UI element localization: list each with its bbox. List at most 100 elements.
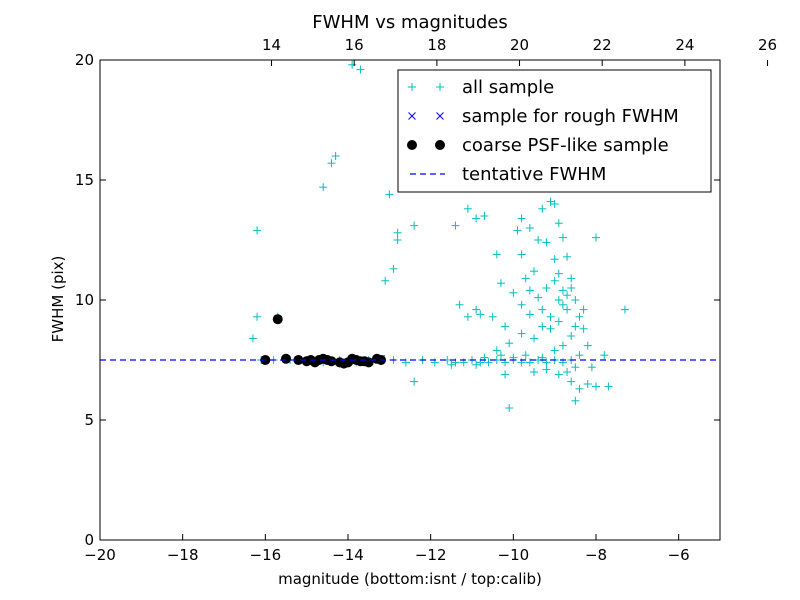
data-point	[356, 65, 365, 74]
data-point	[538, 322, 547, 331]
data-point	[476, 310, 485, 319]
data-point	[563, 368, 572, 376]
data-point	[600, 351, 609, 360]
x-tick-label: −10	[498, 546, 530, 564]
data-point	[534, 236, 543, 244]
data-point	[530, 267, 538, 276]
data-point	[326, 356, 337, 367]
data-point	[583, 380, 592, 388]
data-point	[253, 312, 262, 321]
data-point	[488, 312, 497, 321]
top-tick-label: 14	[262, 36, 281, 54]
legend-swatch	[436, 112, 444, 120]
data-point	[546, 324, 555, 333]
x-tick-label: −6	[668, 546, 690, 564]
top-tick-label: 26	[758, 36, 777, 54]
data-point	[248, 334, 257, 343]
data-point	[525, 310, 534, 319]
plot-area	[100, 60, 720, 412]
data-point	[583, 341, 592, 350]
data-point	[554, 317, 563, 326]
data-point	[484, 358, 493, 367]
top-tick-label: 20	[510, 36, 529, 54]
legend: all sample sample for rough FWHM coarse PS…	[397, 69, 712, 193]
data-point	[620, 305, 629, 314]
data-point	[521, 274, 530, 283]
data-point	[542, 365, 551, 374]
data-point	[492, 346, 501, 355]
legend-box	[397, 69, 712, 193]
data-point	[550, 255, 559, 264]
data-point	[587, 363, 596, 372]
data-point	[530, 368, 538, 376]
data-point	[517, 250, 526, 259]
legend-swatch	[436, 83, 444, 91]
y-tick-label: 0	[84, 531, 94, 549]
data-point	[517, 214, 526, 223]
data-point	[272, 314, 283, 325]
data-point	[496, 279, 505, 288]
legend-label: tentative FWHM	[462, 164, 606, 185]
legend-entry: coarse PSF-like sample	[407, 135, 669, 156]
data-point	[550, 200, 559, 208]
top-tick-label: 22	[593, 36, 612, 54]
data-point	[525, 358, 534, 367]
x-tick-label: −20	[84, 546, 116, 564]
data-point	[410, 221, 419, 230]
data-point	[575, 312, 584, 321]
data-point	[558, 300, 567, 309]
legend-entry: all sample	[408, 77, 554, 98]
data-point	[554, 370, 563, 379]
data-point	[550, 276, 559, 285]
data-point	[592, 233, 600, 242]
y-tick-label: 10	[75, 291, 94, 309]
data-point	[558, 286, 567, 295]
data-point	[281, 353, 291, 364]
data-point	[538, 305, 547, 314]
data-point	[389, 264, 398, 273]
data-point	[348, 60, 357, 69]
data-point	[521, 351, 530, 360]
data-point	[592, 382, 600, 391]
data-point	[579, 305, 588, 314]
data-point	[571, 396, 580, 405]
x-tick-label: −16	[250, 546, 282, 564]
top-tick-label: 18	[427, 36, 446, 54]
data-point	[463, 312, 472, 321]
legend-swatch	[408, 112, 416, 120]
data-point	[513, 226, 522, 235]
data-point	[530, 334, 538, 343]
data-point	[558, 233, 567, 242]
data-point	[546, 312, 555, 321]
data-point	[455, 300, 464, 309]
data-point	[505, 339, 514, 348]
legend-label: coarse PSF-like sample	[462, 135, 669, 156]
data-point	[319, 183, 328, 192]
data-point	[410, 377, 419, 386]
legend-swatch	[435, 140, 445, 150]
data-point	[501, 322, 510, 331]
data-point	[575, 384, 584, 393]
data-point	[571, 296, 580, 304]
data-point	[542, 284, 551, 292]
legend-label: sample for rough FWHM	[462, 106, 679, 127]
data-point	[385, 190, 394, 199]
data-point	[550, 346, 559, 355]
chart-title: FWHM vs magnitudes	[312, 12, 507, 33]
data-point	[579, 324, 588, 333]
data-point	[575, 351, 584, 360]
data-point	[363, 357, 374, 368]
legend-entry: tentative FWHM	[410, 164, 606, 185]
data-point	[501, 370, 510, 379]
x-tick-label: −14	[332, 546, 364, 564]
data-point	[492, 250, 501, 259]
data-point	[331, 152, 340, 160]
data-point	[567, 274, 576, 283]
data-point	[563, 291, 572, 300]
data-point	[571, 322, 580, 331]
y-tick-label: 20	[75, 51, 94, 69]
data-point	[327, 159, 336, 168]
data-point	[509, 288, 518, 297]
top-tick-label: 16	[345, 36, 364, 54]
